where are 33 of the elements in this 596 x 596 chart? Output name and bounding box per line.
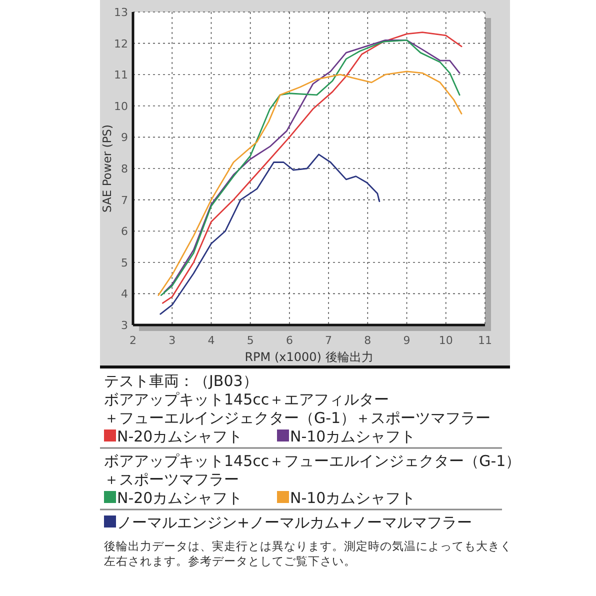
text: テスト車両：（JB03） [104, 372, 258, 390]
legend-label: N-10カムシャフト [290, 489, 416, 507]
legend-label: N-20カムシャフト [117, 489, 243, 507]
y-tick-label: 7 [121, 194, 128, 207]
x-tick-label: 4 [208, 334, 215, 347]
legend-label: ノーマルエンジン+ノーマルカム+ノーマルマフラー [117, 514, 472, 532]
y-tick-label: 3 [121, 319, 128, 332]
x-tick-label: 2 [130, 334, 136, 347]
x-tick-label: 8 [364, 334, 372, 347]
y-tick-label: 10 [114, 100, 128, 113]
y-tick-label: 8 [121, 162, 128, 176]
y-tick-label: 12 [114, 37, 128, 50]
x-tick-label: 6 [286, 334, 293, 347]
text: ボアアップキット145cc＋エアフィルター＋フューエルインジェクター（G-1）＋スポーツマフラー [104, 390, 491, 427]
y-tick-label: 9 [121, 131, 128, 144]
legend-label: N-20カムシャフト [117, 428, 243, 446]
legend-label: N-10カムシャフト [290, 428, 416, 446]
x-tick-label: 9 [403, 334, 410, 347]
x-tick-label: 11 [478, 334, 492, 347]
y-axis-title: SAE Power (PS) [100, 124, 114, 212]
text: 後輪出力データは、実走行とは異なります。測定時の気温によっても大きく左右されます。参考データとしてご覧下さい。 [104, 539, 512, 568]
y-tick-label: 13 [114, 6, 128, 19]
x-tick-label: 5 [246, 334, 254, 347]
line-series [160, 154, 380, 315]
x-tick-label: 7 [325, 334, 332, 347]
y-tick-label: 5 [121, 256, 128, 270]
y-tick-label: 11 [114, 68, 128, 82]
text: ボアアップキット145cc＋フューエルインジェクター（G-1）＋スポーツマフラー [104, 452, 521, 488]
x-tick-label: 3 [168, 334, 176, 347]
x-tick-label: 10 [438, 334, 453, 347]
x-axis-title: RPM (x1000) 後輪出力 [244, 350, 374, 364]
y-tick-label: 6 [121, 225, 128, 238]
y-tick-label: 4 [121, 288, 128, 301]
